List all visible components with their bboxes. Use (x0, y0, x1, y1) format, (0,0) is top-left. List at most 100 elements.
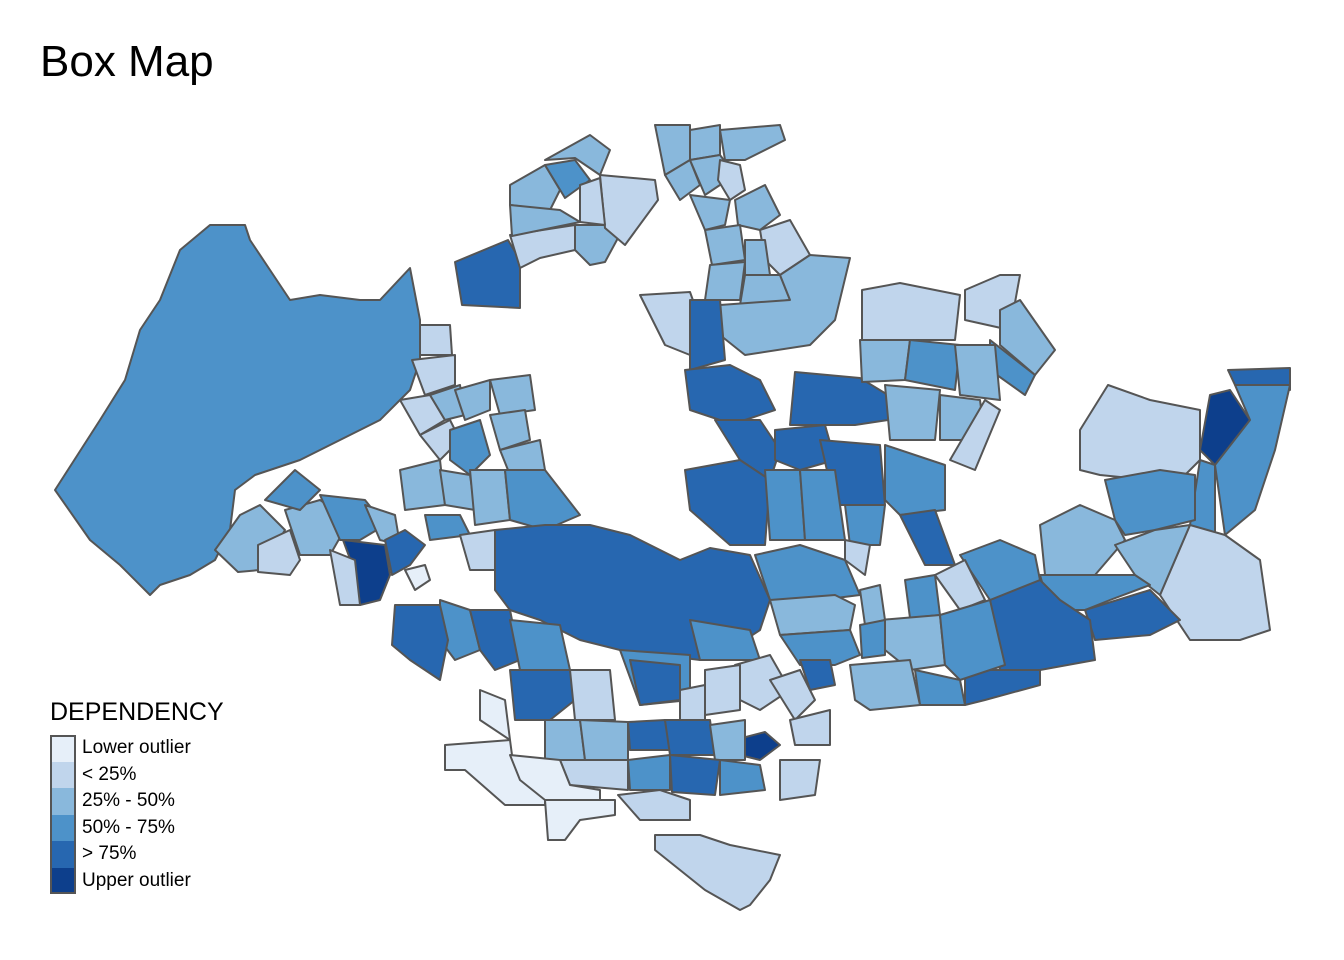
legend-label: Lower outlier (82, 737, 191, 759)
map-region (579, 719, 629, 761)
map-region (779, 759, 821, 801)
legend-swatch (50, 761, 76, 788)
map-region (404, 564, 431, 591)
map-region (579, 177, 606, 226)
map-region (391, 604, 449, 681)
map-region (669, 754, 721, 796)
map-region (509, 669, 576, 721)
map-region (454, 379, 491, 421)
legend-items: Lower outlier < 25% 25% - 50% 50% - 75% … (50, 735, 224, 894)
legend-item: Upper outlier (50, 867, 224, 894)
map-region (509, 164, 561, 211)
map-region (257, 529, 301, 576)
map-region (769, 669, 816, 721)
map-region (717, 159, 746, 201)
map-region (419, 324, 453, 356)
map-region (679, 684, 706, 721)
map-region (744, 239, 771, 276)
map-region (899, 509, 956, 566)
legend-swatch (50, 735, 76, 762)
map-region (904, 339, 961, 391)
legend-label: > 75% (82, 843, 137, 865)
map-region (859, 619, 886, 659)
map-region (469, 609, 521, 671)
map-region (714, 419, 781, 481)
map-region (509, 619, 571, 671)
map-region (719, 124, 786, 161)
map-region (859, 339, 911, 383)
map-region (779, 629, 861, 666)
legend-label: 50% - 75% (82, 816, 175, 838)
map-region (959, 539, 1041, 601)
map-region (734, 184, 781, 231)
map-region (1214, 384, 1291, 536)
legend-item: > 75% (50, 841, 224, 868)
map-region (764, 469, 806, 541)
map-region (939, 599, 1006, 681)
legend-swatch (50, 788, 76, 815)
map-region (949, 399, 1001, 471)
map-region (684, 459, 771, 546)
map-region (849, 659, 921, 711)
map-region (509, 754, 601, 801)
map-region (544, 799, 616, 841)
map-region (654, 834, 781, 911)
map-region (504, 469, 581, 531)
map-region (719, 254, 851, 356)
map-region (719, 759, 766, 796)
map-region (934, 559, 986, 611)
map-region (544, 134, 611, 176)
legend-item: 25% - 50% (50, 788, 224, 815)
legend-label: Upper outlier (82, 869, 191, 891)
map-region (689, 299, 726, 371)
map-region (704, 224, 746, 266)
map-region (469, 469, 511, 526)
map-region (709, 719, 746, 761)
map-region (904, 574, 941, 619)
map-region (411, 354, 456, 396)
map-region (789, 709, 831, 746)
map-region (664, 719, 716, 756)
legend-swatch (50, 814, 76, 841)
map-region (774, 424, 836, 471)
map-region (999, 299, 1056, 376)
map-region (629, 659, 681, 706)
map-region (617, 789, 691, 821)
map-region (264, 469, 321, 511)
map-legend: DEPENDENCY Lower outlier < 25% 25% - 50%… (50, 700, 224, 894)
map-title: Box Map (40, 37, 214, 86)
legend-item: Lower outlier (50, 735, 224, 762)
map-region (399, 459, 446, 511)
map-region (954, 344, 1001, 401)
map-region (859, 584, 886, 626)
map-region (384, 529, 426, 576)
map-region (861, 282, 961, 341)
legend-swatch (50, 867, 76, 894)
map-region (1079, 384, 1201, 481)
map-region (769, 594, 856, 636)
map-region (489, 409, 531, 451)
map-region (509, 224, 576, 269)
map-region (844, 539, 871, 576)
map-region (689, 194, 731, 231)
map-region (684, 364, 776, 421)
map-region (1039, 504, 1126, 576)
legend-swatch (50, 841, 76, 868)
legend-item: 50% - 75% (50, 814, 224, 841)
legend-label: 25% - 50% (82, 790, 175, 812)
legend-title: DEPENDENCY (50, 698, 224, 726)
map-region (329, 549, 361, 606)
map-region (544, 159, 591, 199)
map-region (704, 261, 746, 301)
map-region (884, 444, 946, 516)
map-region (844, 504, 886, 546)
map-region (54, 224, 421, 596)
map-region (627, 719, 671, 751)
map-region (569, 669, 616, 721)
map-region (489, 374, 536, 416)
map-region (479, 689, 511, 741)
legend-label: < 25% (82, 763, 137, 785)
map-region (449, 419, 491, 476)
map-region (799, 659, 836, 691)
